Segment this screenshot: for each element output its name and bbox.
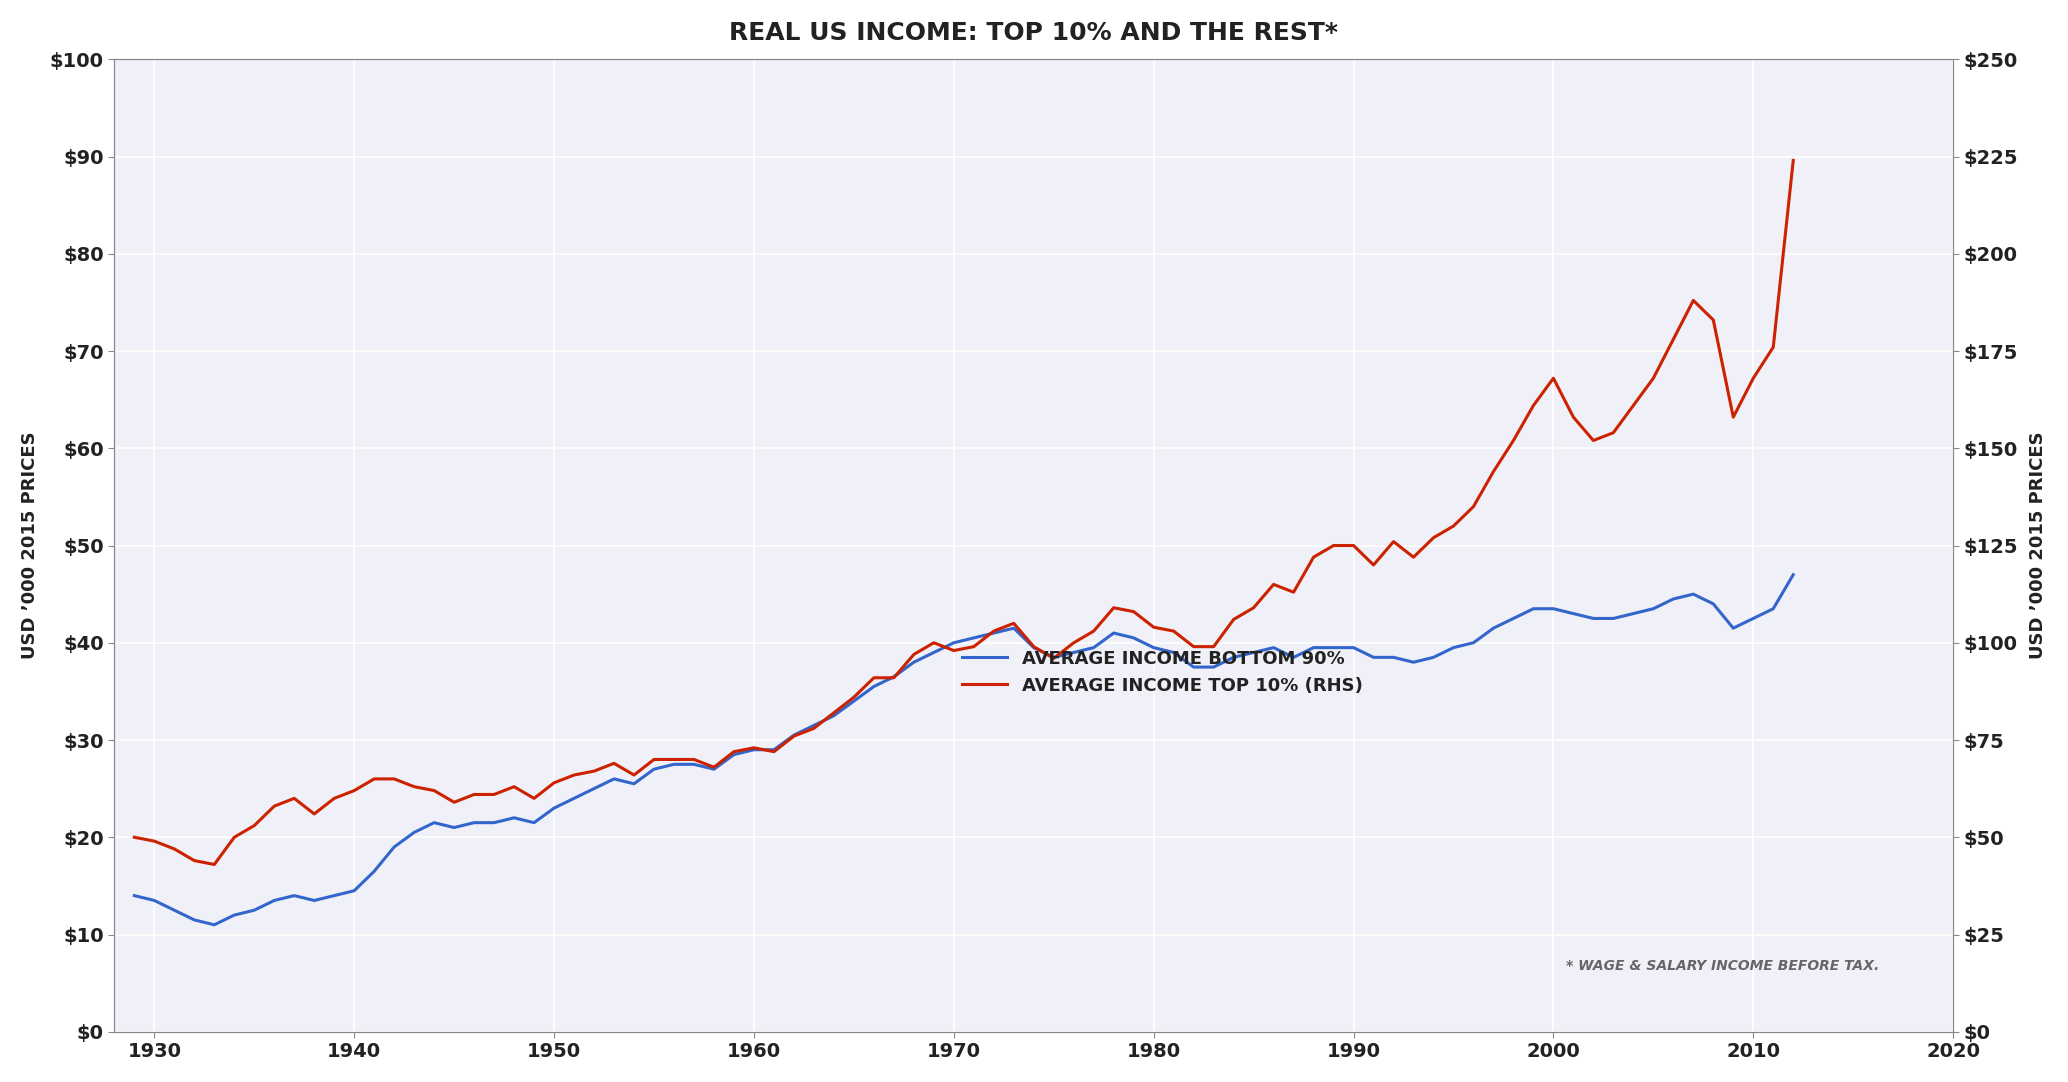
Title: REAL US INCOME: TOP 10% AND THE REST*: REAL US INCOME: TOP 10% AND THE REST* bbox=[730, 21, 1338, 44]
Text: * WAGE & SALARY INCOME BEFORE TAX.: * WAGE & SALARY INCOME BEFORE TAX. bbox=[1565, 960, 1880, 974]
Legend: AVERAGE INCOME BOTTOM 90%, AVERAGE INCOME TOP 10% (RHS): AVERAGE INCOME BOTTOM 90%, AVERAGE INCOM… bbox=[955, 643, 1369, 702]
Y-axis label: USD ’000 2015 PRICES: USD ’000 2015 PRICES bbox=[21, 432, 39, 659]
Y-axis label: USD ’000 2015 PRICES: USD ’000 2015 PRICES bbox=[2029, 432, 2047, 659]
